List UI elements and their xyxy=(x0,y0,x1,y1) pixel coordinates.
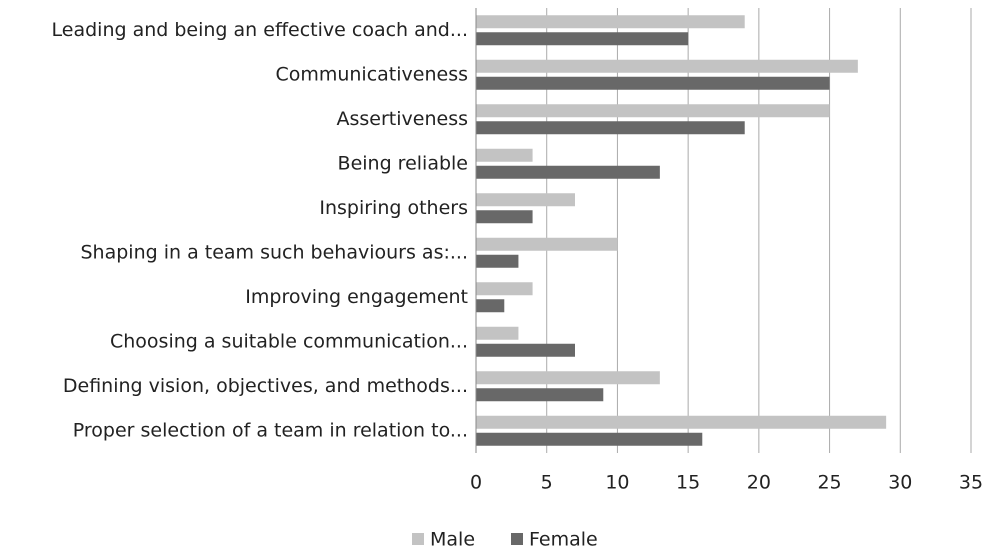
x-tick-label: 5 xyxy=(541,472,553,494)
bar xyxy=(476,254,519,268)
legend-label: Female xyxy=(529,529,598,551)
x-tick-label: 15 xyxy=(676,472,700,494)
x-tick-label: 10 xyxy=(605,472,629,494)
bar xyxy=(476,326,519,340)
y-tick-label: Shaping in a team such behaviours as:... xyxy=(80,241,468,263)
bar xyxy=(476,388,604,402)
y-tick-label: Assertiveness xyxy=(337,108,469,130)
bar xyxy=(476,282,533,296)
x-tick-label: 20 xyxy=(747,472,771,494)
bar xyxy=(476,237,618,251)
y-tick-label: Choosing a suitable communication... xyxy=(110,330,468,352)
bar xyxy=(476,193,575,207)
x-tick-label: 25 xyxy=(817,472,841,494)
legend-label: Male xyxy=(430,529,475,551)
bar xyxy=(476,371,660,385)
bar xyxy=(476,299,505,313)
legend-swatch xyxy=(412,533,424,545)
bar xyxy=(476,76,830,90)
bar xyxy=(476,343,575,357)
bar xyxy=(476,59,858,73)
bar xyxy=(476,415,887,429)
bar xyxy=(476,165,660,179)
legend-swatch xyxy=(511,533,523,545)
x-tick-label: 35 xyxy=(959,472,983,494)
bar xyxy=(476,15,745,29)
y-tick-label: Being reliable xyxy=(338,152,468,174)
x-tick-label: 30 xyxy=(888,472,912,494)
y-tick-label: Defining vision, objectives, and methods… xyxy=(63,375,468,397)
bar xyxy=(476,104,830,118)
bar xyxy=(476,210,533,224)
bar xyxy=(476,432,703,446)
bar xyxy=(476,121,745,135)
y-tick-label: Proper selection of a team in relation t… xyxy=(73,419,468,441)
y-tick-label: Communicativeness xyxy=(275,63,468,85)
y-tick-label: Leading and being an effective coach and… xyxy=(52,19,468,41)
bar xyxy=(476,32,689,46)
y-tick-label: Inspiring others xyxy=(319,197,468,219)
bar xyxy=(476,148,533,162)
x-tick-label: 0 xyxy=(470,472,482,494)
y-tick-label: Improving engagement xyxy=(245,286,468,308)
